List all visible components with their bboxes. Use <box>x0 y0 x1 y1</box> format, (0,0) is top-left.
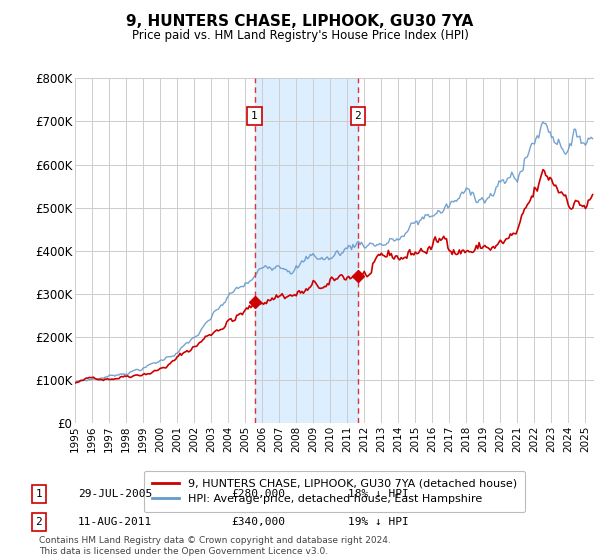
Text: 11-AUG-2011: 11-AUG-2011 <box>78 517 152 527</box>
Text: 2: 2 <box>355 111 361 122</box>
Text: 1: 1 <box>35 489 43 499</box>
Text: 2: 2 <box>35 517 43 527</box>
Text: £280,000: £280,000 <box>231 489 285 499</box>
Text: 1: 1 <box>251 111 258 122</box>
Text: 9, HUNTERS CHASE, LIPHOOK, GU30 7YA: 9, HUNTERS CHASE, LIPHOOK, GU30 7YA <box>127 14 473 29</box>
Text: 29-JUL-2005: 29-JUL-2005 <box>78 489 152 499</box>
Text: 19% ↓ HPI: 19% ↓ HPI <box>348 517 409 527</box>
Text: 18% ↓ HPI: 18% ↓ HPI <box>348 489 409 499</box>
Bar <box>254 78 358 423</box>
Text: £340,000: £340,000 <box>231 517 285 527</box>
Text: Price paid vs. HM Land Registry's House Price Index (HPI): Price paid vs. HM Land Registry's House … <box>131 29 469 42</box>
Legend: 9, HUNTERS CHASE, LIPHOOK, GU30 7YA (detached house), HPI: Average price, detach: 9, HUNTERS CHASE, LIPHOOK, GU30 7YA (det… <box>144 471 525 512</box>
Text: Contains HM Land Registry data © Crown copyright and database right 2024.
This d: Contains HM Land Registry data © Crown c… <box>39 536 391 556</box>
